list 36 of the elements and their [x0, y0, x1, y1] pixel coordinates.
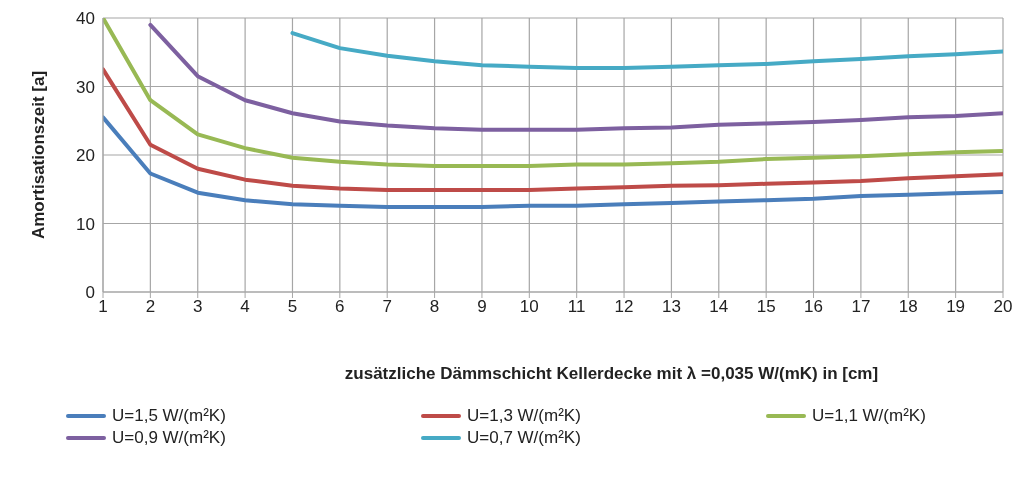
- line-series: [103, 67, 1003, 192]
- x-tick-label: 12: [614, 297, 634, 317]
- legend-label: U=1,3 W/(m²K): [467, 406, 581, 426]
- legend-label: U=0,9 W/(m²K): [112, 428, 226, 448]
- legend-label: U=0,7 W/(m²K): [467, 428, 581, 448]
- y-tick-label: 40: [76, 9, 95, 29]
- y-tick-label: 0: [85, 283, 95, 303]
- x-tick-label: 20: [993, 297, 1013, 317]
- y-axis-title: Amortisationszeit [a]: [29, 70, 49, 240]
- x-tick-label: 11: [567, 297, 586, 317]
- x-tick-label: 9: [477, 297, 487, 317]
- x-tick-label: 6: [335, 297, 345, 317]
- x-tick-label: 5: [287, 297, 298, 317]
- x-tick-label: 8: [429, 297, 440, 317]
- x-tick-label: 3: [193, 297, 203, 317]
- x-tick-label: 18: [898, 297, 918, 317]
- line-series: [290, 31, 1003, 71]
- line-series: [148, 22, 1003, 132]
- x-tick-label: 14: [709, 297, 729, 317]
- x-tick-label: 13: [661, 297, 681, 317]
- x-tick-label: 4: [240, 297, 250, 317]
- x-tick-label: 7: [382, 297, 392, 317]
- x-tick-label: 16: [804, 297, 823, 317]
- x-tick-label: 1: [98, 297, 108, 317]
- y-tick-label: 30: [76, 77, 95, 97]
- y-tick-label: 20: [76, 146, 95, 166]
- x-tick-label: 17: [851, 297, 871, 317]
- legend-label: U=1,5 W/(m²K): [112, 406, 226, 426]
- x-tick-label: 15: [756, 297, 776, 317]
- x-tick-label: 2: [145, 297, 156, 317]
- x-axis-title: zusätzliche Dämmschicht Kellerdecke mit λ =0,035 W/(mK) in [cm]: [343, 364, 880, 384]
- x-tick-label: 10: [519, 297, 539, 317]
- legend-label: U=1,1 W/(m²K): [812, 406, 926, 426]
- y-tick-label: 10: [76, 214, 95, 234]
- x-tick-label: 19: [946, 297, 966, 317]
- line-series: [103, 115, 1003, 210]
